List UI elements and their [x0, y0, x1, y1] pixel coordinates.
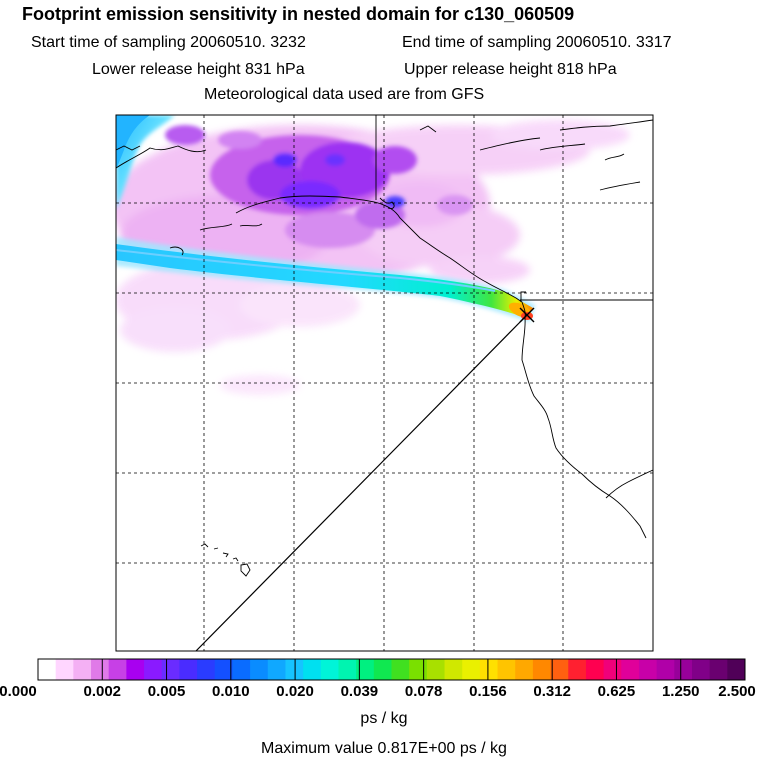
release-trajectory-line: [195, 314, 528, 652]
coastlines: [116, 115, 653, 539]
colorbar-cell: [91, 659, 110, 680]
colorbar-cell: [585, 659, 605, 680]
colorbar-cell: [250, 659, 269, 680]
colorbar-cell: [727, 659, 746, 680]
colorbar-cell: [550, 659, 569, 680]
graticule: [116, 115, 653, 651]
colorbar-tick-label: 0.156: [469, 683, 507, 700]
hawaii-islands: [200, 543, 251, 577]
maximum-value-label: Maximum value 0.817E+00 ps / kg: [261, 740, 507, 757]
colorbar-cell: [479, 659, 499, 680]
colorbar-cell: [356, 659, 375, 680]
colorbar-cell: [497, 659, 516, 680]
colorbar-tick-label: 2.500: [718, 683, 756, 700]
colorbar-cell: [603, 659, 622, 680]
colorbar-cell: [267, 659, 286, 680]
map-frame: [115, 114, 654, 652]
colorbar-cell: [338, 659, 357, 680]
colorbar-tick-label: 0.005: [147, 683, 186, 700]
release-point-marker: [519, 307, 535, 323]
met-data-label: Meteorological data used are from GFS: [204, 86, 485, 103]
colorbar-cell: [691, 659, 711, 680]
colorbar-cell: [391, 659, 410, 680]
colorbar-cell: [38, 659, 57, 680]
upper-release-height-label: Upper release height 818 hPa: [404, 61, 617, 78]
colorbar-cell: [126, 659, 145, 680]
colorbar-cell: [656, 659, 675, 680]
colorbar-cell: [55, 659, 74, 680]
lower-release-height-label: Lower release height 831 hPa: [92, 61, 305, 78]
colorbar-cell: [303, 659, 322, 680]
colorbar-cell: [320, 659, 339, 680]
colorbar-cell: [73, 659, 92, 680]
colorbar-cell: [409, 659, 428, 680]
colorbar: [38, 659, 746, 680]
colorbar-cell: [532, 659, 552, 680]
colorbar-cell: [108, 659, 127, 680]
colorbar-dividers: [101, 659, 682, 680]
end-time-label: End time of sampling 20060510. 3317: [402, 34, 672, 51]
colorbar-tick-label: 0.312: [533, 683, 571, 700]
colorbar-tick-label: 0.020: [276, 683, 314, 700]
colorbar-tick-label: 0.002: [83, 683, 122, 700]
colorbar-tick-label: 0.078: [404, 683, 443, 700]
map-title: Footprint emission sensitivity in nested…: [22, 4, 575, 24]
colorbar-cell: [426, 659, 446, 680]
colorbar-cell: [232, 659, 251, 680]
colorbar-cell: [285, 659, 304, 680]
colorbar-tick-label: 0.010: [212, 683, 250, 700]
colorbar-tick-label: 0.039: [340, 683, 379, 700]
colorbar-cell: [161, 659, 180, 680]
colorbar-cell: [709, 659, 728, 680]
colorbar-tick-label: 0.625: [597, 683, 636, 700]
colorbar-cell: [144, 659, 163, 680]
colorbar-cell: [214, 659, 233, 680]
colorbar-cell: [515, 659, 534, 680]
colorbar-tick-label: 1.250: [661, 683, 700, 700]
colorbar-cell: [638, 659, 658, 680]
colorbar-cell: [462, 659, 481, 680]
colorbar-frame: [37, 658, 746, 681]
colorbar-units-label: ps / kg: [360, 710, 408, 727]
sensitivity-field: [116, 115, 630, 395]
start-time-label: Start time of sampling 20060510. 3232: [31, 34, 306, 51]
colorbar-cell: [373, 659, 392, 680]
colorbar-cell: [568, 659, 587, 680]
colorbar-cell: [179, 659, 198, 680]
colorbar-cell: [674, 659, 693, 680]
colorbar-tick-label: 0.000: [0, 683, 37, 700]
colorbar-cell: [444, 659, 463, 680]
colorbar-cell: [197, 659, 216, 680]
colorbar-cell: [621, 659, 640, 680]
